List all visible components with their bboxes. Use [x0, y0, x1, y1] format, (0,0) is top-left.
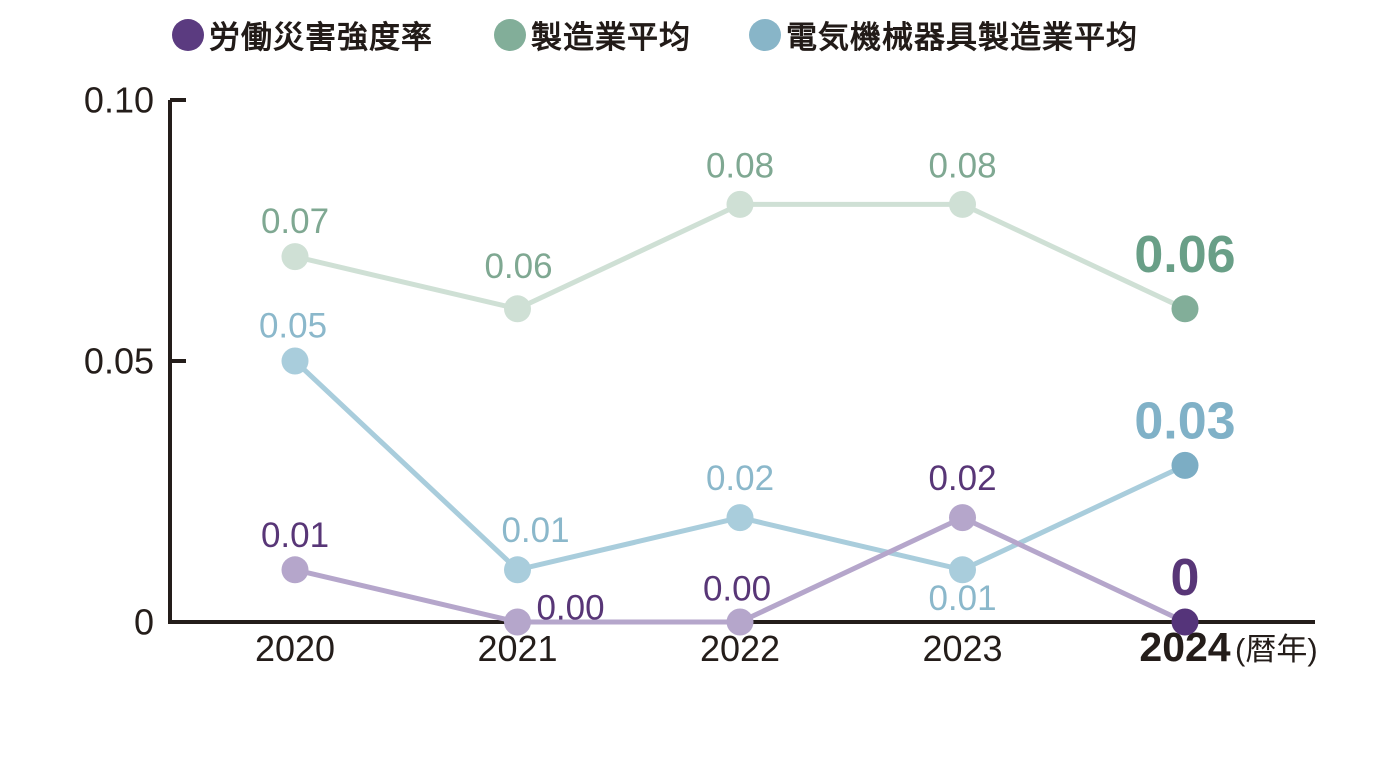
- data-point-label: 0.02: [928, 459, 996, 498]
- axis-lines: [168, 100, 1315, 624]
- data-point: [504, 608, 531, 636]
- legend-circle-icon: [172, 18, 204, 51]
- data-point: [726, 608, 754, 636]
- data-point: [1171, 451, 1199, 479]
- data-point-label: 0.06: [484, 247, 552, 286]
- legend-item-manufacturing-avg: 製造業平均: [494, 12, 691, 57]
- data-point-label: 0.01: [261, 516, 329, 555]
- legend-item-electrical-machinery-avg: 電気機械器具製造業平均: [749, 12, 1138, 57]
- data-point-label: 0.05: [259, 306, 327, 345]
- x-axis-unit-label: (暦年): [1235, 632, 1318, 667]
- x-axis-tick-label: 2020: [255, 628, 335, 669]
- data-point: [1171, 608, 1199, 636]
- data-point: [281, 556, 309, 584]
- data-point-label: 0.03: [1134, 393, 1235, 451]
- y-axis-tick-label: 0: [134, 602, 154, 643]
- chart-legend: 労働災害強度率 製造業平均 電気機械器具製造業平均: [0, 0, 1400, 60]
- data-point: [726, 190, 754, 218]
- x-axis-tick-label: 2023: [922, 628, 1002, 669]
- legend-circle-icon: [494, 18, 526, 51]
- y-axis-tick-label: 0.05: [84, 341, 154, 382]
- legend-label: 電気機械器具製造業平均: [786, 20, 1138, 55]
- data-point: [281, 243, 309, 271]
- data-point: [1171, 295, 1199, 323]
- data-point: [949, 556, 976, 584]
- data-point-label: 0.06: [1134, 226, 1235, 284]
- data-point-label: 0.02: [706, 459, 774, 498]
- data-point-label: 0.01: [501, 511, 569, 550]
- data-point-label: 0.00: [536, 588, 604, 627]
- legend-label: 製造業平均: [531, 20, 691, 55]
- y-axis-tick-label: 0.10: [84, 80, 154, 121]
- data-point: [281, 347, 309, 375]
- data-point: [726, 504, 754, 532]
- series-line: [294, 201, 1187, 312]
- data-point-label: 0.01: [928, 579, 996, 618]
- data-point: [949, 504, 976, 532]
- legend-label: 労働災害強度率: [209, 20, 433, 55]
- data-point-label: 0: [1171, 549, 1200, 607]
- data-point-label: 0.08: [706, 147, 774, 186]
- data-point: [504, 556, 531, 584]
- data-point: [504, 295, 531, 323]
- data-point: [949, 190, 976, 218]
- legend-item-severity-rate: 労働災害強度率: [172, 12, 433, 57]
- data-point-label: 0.08: [928, 147, 996, 186]
- data-point-label: 0.07: [261, 202, 329, 241]
- data-point-label: 0.00: [703, 569, 771, 608]
- legend-circle-icon: [749, 18, 781, 51]
